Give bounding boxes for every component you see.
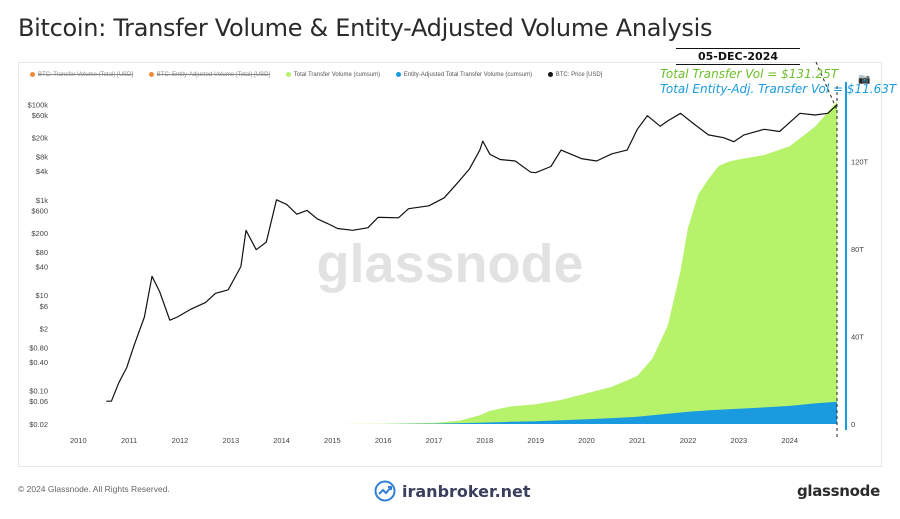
annotation-entity-adjusted: Total Entity-Adj. Transfer Vol = $11.63T [660, 82, 897, 96]
legend-item-transfer-volume[interactable]: BTC: Transfer Volume (Total) [USD] [30, 72, 133, 78]
legend-label: BTC: Entity-Adjusted Volume (Total) [USD… [156, 72, 271, 79]
legend-item-btc-price[interactable]: BTC: Price [USD] [547, 72, 603, 79]
legend-label: Total Transfer Volume (cumsum) [293, 72, 381, 79]
footer-brand-text: iranbroker.net [402, 481, 531, 501]
camera-icon[interactable]: 📷 [858, 74, 871, 85]
trend-logo-icon [374, 480, 396, 502]
chart-title: Bitcoin: Transfer Volume & Entity-Adjust… [18, 14, 713, 42]
legend-dot [30, 72, 35, 77]
legend-dot [148, 72, 154, 77]
legend-label: Entity-Adjusted Total Transfer Volume (c… [403, 72, 533, 79]
glassnode-logo: glassnode [796, 482, 880, 500]
annotation-date: 05-DEC-2024 [676, 48, 800, 65]
legend-item-entity-adjusted-cumsum[interactable]: Entity-Adjusted Total Transfer Volume (c… [395, 72, 533, 79]
legend-item-total-transfer-cumsum[interactable]: Total Transfer Volume (cumsum) [285, 72, 381, 79]
legend-label: BTC: Transfer Volume (Total) [USD] [38, 72, 134, 79]
legend-dot [285, 72, 291, 77]
date-annotation: 05-DEC-2024 Total Transfer Vol = $131.25… [660, 48, 896, 96]
legend-label: BTC: Price [USD] [555, 72, 603, 79]
legend: BTC: Transfer Volume (Total) [USD] BTC: … [30, 72, 616, 78]
legend-dot [547, 72, 553, 77]
footer-brand[interactable]: iranbroker.net [374, 480, 531, 502]
copyright: © 2024 Glassnode. All Rights Reserved. [18, 484, 170, 494]
annotation-total-transfer: Total Transfer Vol = $131.25T [660, 67, 839, 81]
legend-dot [395, 72, 401, 77]
legend-item-entity-adjusted-volume[interactable]: BTC: Entity-Adjusted Volume (Total) [USD… [148, 72, 271, 79]
chart-panel [18, 62, 882, 467]
